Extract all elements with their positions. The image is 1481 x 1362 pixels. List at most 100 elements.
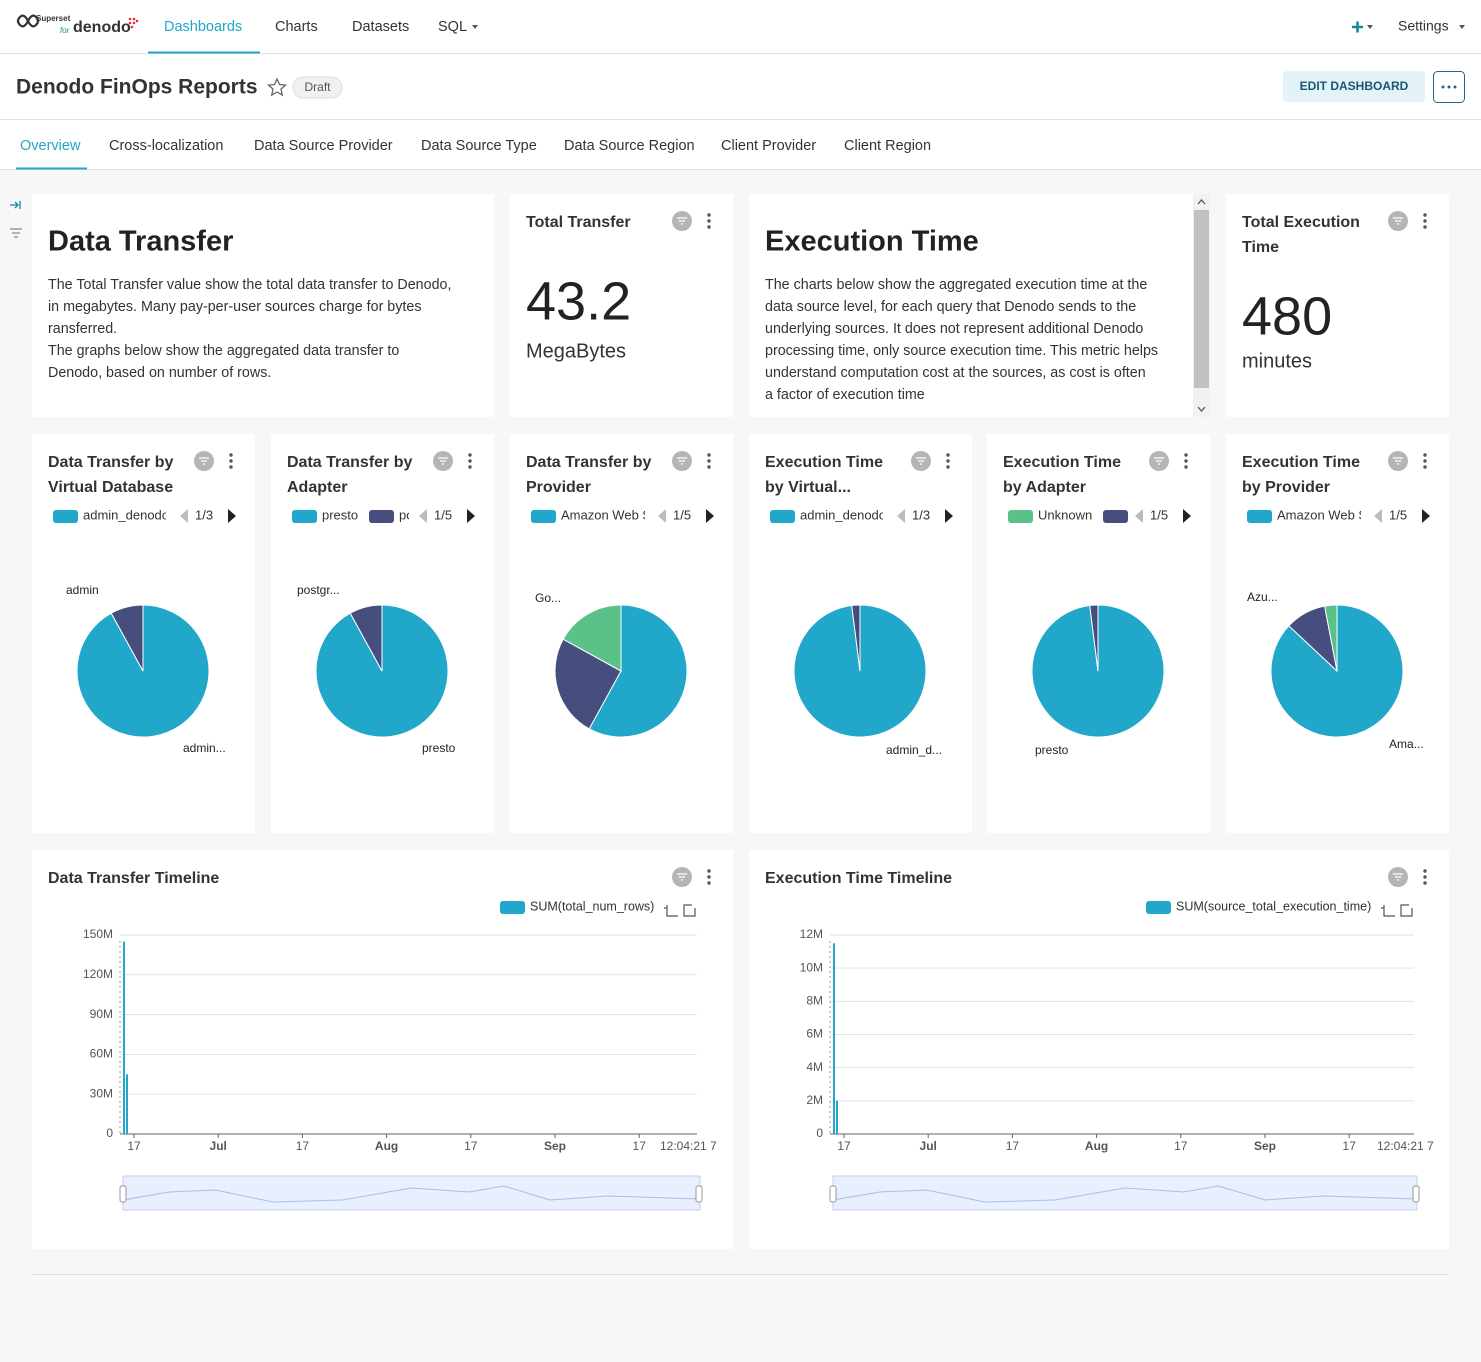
menu-dot[interactable] — [468, 459, 472, 463]
legend-label[interactable]: admin_denodo — [800, 507, 886, 522]
menu-dot[interactable] — [1423, 459, 1427, 463]
zoom-slider[interactable] — [122, 1175, 701, 1211]
menu-dot[interactable] — [1184, 453, 1188, 457]
pie-slice[interactable] — [1324, 604, 1338, 672]
menu-dot[interactable] — [1423, 213, 1427, 217]
edit-button[interactable] — [1283, 71, 1425, 102]
pager-next[interactable] — [945, 509, 953, 523]
menu-dot[interactable] — [707, 213, 711, 217]
edit-button-text[interactable]: EDIT DASHBOARD — [1300, 79, 1409, 93]
menu-dot[interactable] — [707, 465, 711, 469]
legend-swatch[interactable] — [1008, 510, 1033, 523]
menu-dot[interactable] — [1423, 219, 1427, 223]
pager-prev[interactable] — [180, 509, 188, 523]
nav-link[interactable]: Datasets — [352, 19, 409, 35]
legend-label[interactable]: Unknown — [1038, 507, 1092, 522]
legend-label[interactable]: postgres — [399, 507, 449, 522]
menu-dot[interactable] — [707, 459, 711, 463]
menu-dot[interactable] — [1184, 465, 1188, 469]
x-tick-label: 17 — [464, 1139, 478, 1153]
legend-swatch[interactable] — [531, 510, 556, 523]
legend-label[interactable]: presto — [322, 507, 358, 522]
menu-dot[interactable] — [1423, 881, 1427, 885]
pager-prev[interactable] — [897, 509, 905, 523]
filter-glyph — [916, 457, 926, 465]
tab[interactable]: Data Source Region — [564, 138, 695, 154]
legend-swatch[interactable] — [1146, 901, 1171, 914]
zoom-handle[interactable] — [119, 1185, 127, 1203]
pager-next[interactable] — [1422, 509, 1430, 523]
zoom-tool[interactable] — [1381, 904, 1413, 917]
add-button[interactable] — [1352, 21, 1363, 33]
legend-label[interactable]: admin_denodo — [83, 507, 169, 522]
zoom-slider[interactable] — [832, 1175, 1418, 1211]
legend-swatch[interactable] — [53, 510, 78, 523]
tab[interactable]: Client Provider — [721, 138, 816, 154]
menu-dot[interactable] — [468, 453, 472, 457]
menu-dot[interactable] — [707, 869, 711, 873]
zoom-handle[interactable] — [695, 1185, 703, 1203]
sql-caret[interactable] — [472, 25, 478, 29]
pager-next[interactable] — [706, 509, 714, 523]
menu-dot[interactable] — [707, 219, 711, 223]
menu-dot[interactable] — [468, 465, 472, 469]
pager-text: 1/5 — [1150, 507, 1168, 522]
nav-link[interactable]: Charts — [275, 19, 318, 35]
menu-dot[interactable] — [707, 453, 711, 457]
pager-next[interactable] — [1183, 509, 1191, 523]
pie-slice[interactable] — [562, 604, 622, 672]
zoom-handle[interactable] — [1412, 1185, 1420, 1203]
nav-link[interactable]: Dashboards — [164, 19, 242, 35]
pie-slice[interactable] — [851, 604, 861, 672]
pager-prev[interactable] — [1374, 509, 1382, 523]
legend-swatch[interactable] — [292, 510, 317, 523]
settings-menu[interactable]: Settings — [1398, 18, 1449, 34]
pager-prev[interactable] — [658, 509, 666, 523]
menu-dot[interactable] — [1423, 453, 1427, 457]
slice-label: presto — [422, 741, 456, 755]
nav-link[interactable]: SQL — [438, 19, 467, 35]
menu-dot[interactable] — [1423, 869, 1427, 873]
tab[interactable]: Client Region — [844, 138, 931, 154]
legend-label[interactable]: SUM(total_num_rows) — [530, 899, 654, 913]
zoom-handle[interactable] — [829, 1185, 837, 1203]
menu-dot[interactable] — [707, 875, 711, 879]
menu-dot[interactable] — [707, 881, 711, 885]
menu-dot[interactable] — [1423, 465, 1427, 469]
tab[interactable]: Data Source Provider — [254, 138, 393, 154]
menu-dot[interactable] — [1423, 875, 1427, 879]
menu-dot[interactable] — [946, 459, 950, 463]
pager-prev[interactable] — [1135, 509, 1143, 523]
menu-dot[interactable] — [1184, 459, 1188, 463]
pie-slice[interactable] — [1089, 604, 1099, 672]
menu-dot[interactable] — [946, 453, 950, 457]
legend-label[interactable]: Amazon Web Services — [1277, 507, 1409, 522]
pie-slice[interactable] — [554, 638, 622, 730]
zoom-tool[interactable] — [664, 904, 696, 917]
pie-slice[interactable] — [110, 604, 144, 672]
menu-dot[interactable] — [707, 225, 711, 229]
pager-prev[interactable] — [419, 509, 427, 523]
legend-swatch[interactable] — [770, 510, 795, 523]
pager-next[interactable] — [467, 509, 475, 523]
menu-dot[interactable] — [229, 459, 233, 463]
legend-swatch[interactable] — [500, 901, 525, 914]
menu-dot[interactable] — [1423, 225, 1427, 229]
menu-dot[interactable] — [229, 465, 233, 469]
pie-slice[interactable] — [588, 604, 688, 738]
legend-label[interactable]: Amazon Web Services — [561, 507, 693, 522]
tab[interactable]: Cross-localization — [109, 138, 223, 154]
legend-swatch[interactable] — [1103, 510, 1128, 523]
legend-swatch[interactable] — [1247, 510, 1272, 523]
expand-filters[interactable] — [10, 201, 21, 209]
menu-dot[interactable] — [946, 465, 950, 469]
tab[interactable]: Data Source Type — [421, 138, 537, 154]
pager-next[interactable] — [228, 509, 236, 523]
tab[interactable]: Overview — [20, 138, 81, 154]
menu-dot[interactable] — [229, 453, 233, 457]
filter-icon[interactable] — [10, 228, 22, 238]
favorite-star[interactable] — [266, 77, 288, 97]
legend-swatch[interactable] — [369, 510, 394, 523]
pie-slice[interactable] — [349, 604, 383, 672]
legend-label[interactable]: SUM(source_total_execution_time) — [1176, 899, 1371, 913]
